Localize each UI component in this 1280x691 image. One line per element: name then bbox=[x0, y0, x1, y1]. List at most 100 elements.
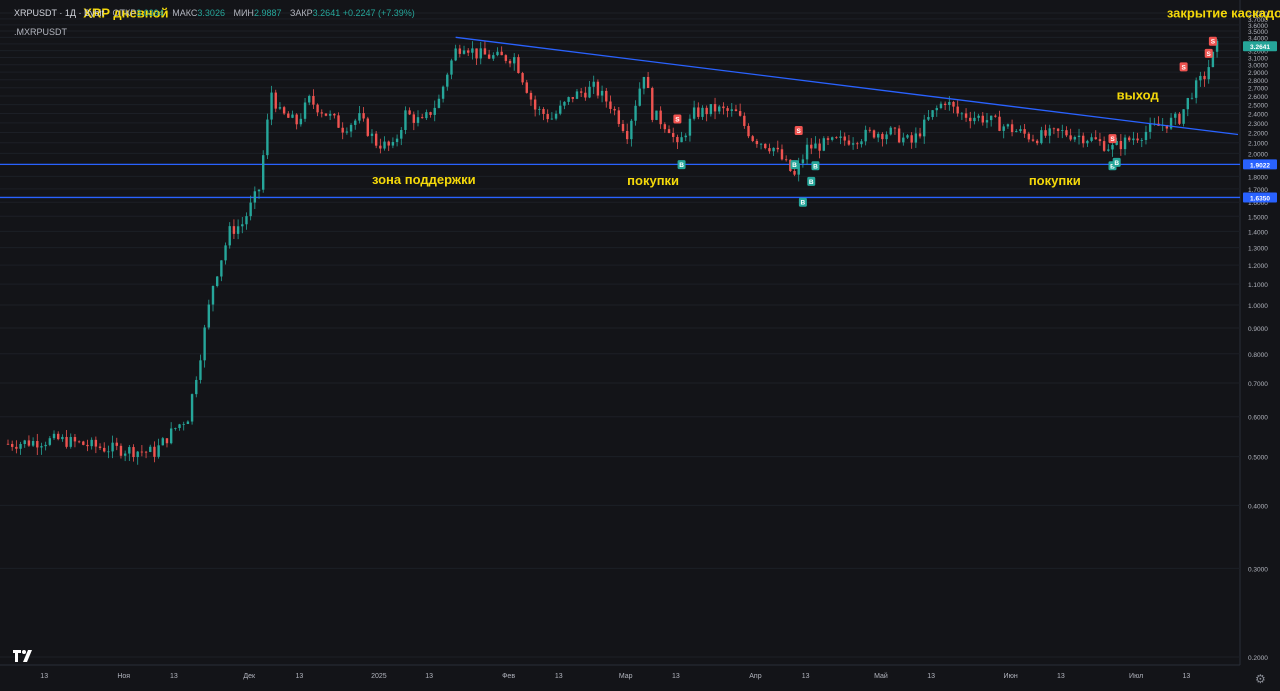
candle-body bbox=[504, 55, 508, 61]
candle-body bbox=[295, 114, 298, 125]
candle-body bbox=[374, 133, 378, 146]
price-tick-label: 2.8000 bbox=[1248, 78, 1268, 85]
candle-body bbox=[1186, 98, 1189, 110]
candle-body bbox=[207, 304, 211, 328]
candle-body bbox=[584, 92, 587, 98]
marker-label: S bbox=[1211, 39, 1216, 46]
candle-body bbox=[1023, 129, 1026, 134]
support-price-tag bbox=[1243, 159, 1277, 170]
candle-body bbox=[692, 107, 696, 119]
price-tick-label: 0.9000 bbox=[1248, 326, 1268, 333]
candle-body bbox=[847, 140, 851, 145]
candle-body bbox=[1165, 124, 1169, 129]
price-tick-label: 1.0000 bbox=[1248, 303, 1268, 310]
candle-body bbox=[927, 117, 930, 120]
candle-body bbox=[617, 110, 621, 124]
time-tick-label: 2025 bbox=[371, 673, 387, 680]
candle-body bbox=[6, 443, 10, 445]
sell-marker bbox=[1108, 134, 1117, 144]
candle-body bbox=[433, 107, 436, 115]
candle-body bbox=[1119, 140, 1123, 150]
candle-body bbox=[651, 88, 654, 120]
candle-body bbox=[107, 451, 110, 453]
candle-body bbox=[985, 120, 989, 123]
candle-body bbox=[805, 144, 809, 160]
candle-body bbox=[1048, 128, 1051, 136]
candle-body bbox=[588, 86, 591, 98]
candle-body bbox=[676, 136, 679, 143]
candle-body bbox=[550, 118, 554, 120]
candle-body bbox=[257, 189, 261, 192]
price-tick-label: 1.2000 bbox=[1248, 263, 1268, 270]
candle-body bbox=[337, 115, 340, 128]
candle-body bbox=[500, 51, 503, 56]
candle-body bbox=[132, 447, 135, 458]
candle-body bbox=[270, 92, 273, 120]
candle-body bbox=[345, 131, 349, 133]
candle-body bbox=[521, 73, 524, 83]
candle-body bbox=[1190, 97, 1194, 99]
candle-body bbox=[412, 114, 416, 123]
candle-body bbox=[981, 115, 984, 123]
buy-marker bbox=[1112, 157, 1121, 167]
price-tick-label: 0.2000 bbox=[1248, 655, 1268, 662]
candle-body bbox=[203, 327, 206, 361]
chart-annotation: покупки bbox=[627, 173, 679, 188]
candle-body bbox=[830, 137, 834, 140]
candle-body bbox=[487, 54, 491, 59]
candle-body bbox=[906, 135, 909, 138]
price-tick-label: 2.5000 bbox=[1248, 103, 1268, 110]
price-tick-label: 0.3000 bbox=[1248, 566, 1268, 573]
candle-body bbox=[1178, 113, 1181, 124]
candle-body bbox=[467, 50, 470, 53]
time-tick-label: 13 bbox=[555, 673, 563, 680]
candle-body bbox=[1006, 124, 1010, 127]
candle-body bbox=[128, 447, 131, 454]
sell-marker bbox=[794, 126, 803, 136]
price-tick-label: 3.5000 bbox=[1248, 29, 1268, 36]
price-tick-label: 3.7000 bbox=[1248, 17, 1268, 24]
tradingview-logo[interactable] bbox=[12, 648, 34, 664]
candle-body bbox=[897, 128, 901, 143]
candle-body bbox=[571, 97, 574, 99]
support-price-label: 1.6350 bbox=[1250, 195, 1270, 202]
candle-body bbox=[881, 133, 884, 140]
candle-body bbox=[358, 113, 361, 121]
candle-body bbox=[282, 107, 286, 114]
candle-body bbox=[718, 106, 721, 112]
gear-icon[interactable]: ⚙ bbox=[1255, 672, 1266, 686]
candle-body bbox=[446, 74, 449, 87]
candle-body bbox=[1107, 149, 1110, 151]
price-tick-label: 1.3000 bbox=[1248, 246, 1268, 253]
symbol-line: XRPUSDT · 1Д · Bybit bbox=[14, 8, 104, 18]
candle-body bbox=[278, 107, 282, 109]
candle-body bbox=[65, 436, 68, 447]
candle-body bbox=[1082, 135, 1085, 144]
candle-body bbox=[324, 113, 328, 116]
candle-body bbox=[517, 57, 520, 74]
time-tick-label: Май bbox=[874, 672, 888, 680]
candle-body bbox=[320, 112, 323, 114]
candle-body bbox=[1211, 51, 1215, 68]
candle-body bbox=[776, 147, 779, 150]
price-tick-label: 3.4000 bbox=[1248, 35, 1268, 42]
candle-body bbox=[211, 285, 215, 305]
candle-body bbox=[19, 443, 22, 449]
candle-body bbox=[722, 106, 725, 109]
candle-body bbox=[918, 133, 922, 137]
candle-body bbox=[454, 48, 457, 61]
candle-body bbox=[822, 138, 826, 151]
candle-body bbox=[437, 98, 441, 108]
candle-body bbox=[48, 438, 52, 445]
candle-body bbox=[224, 245, 227, 261]
candle-body bbox=[659, 110, 662, 125]
symbol-header: XRPUSDT · 1Д · Bybit ОТКР3.0394 МАКС3.30… bbox=[14, 8, 415, 18]
candle-body bbox=[600, 90, 604, 96]
buy-marker bbox=[798, 197, 807, 207]
candle-body bbox=[864, 129, 867, 142]
candle-body bbox=[646, 76, 650, 89]
candle-body bbox=[44, 444, 47, 447]
open-value: 3.0394 bbox=[136, 8, 164, 18]
candle-body bbox=[810, 144, 813, 149]
